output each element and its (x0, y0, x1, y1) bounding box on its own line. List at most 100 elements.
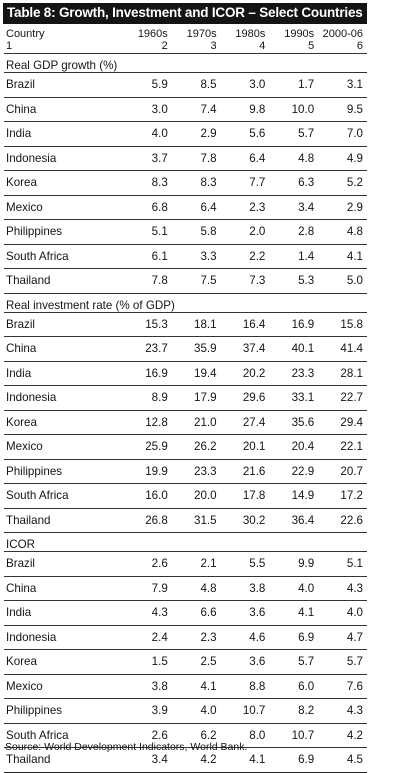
column-number: 2 (123, 40, 172, 54)
value-cell: 20.4 (269, 434, 319, 460)
value-cell: 2.1 (171, 551, 221, 577)
value-cell: 2.3 (171, 625, 221, 650)
table-row: Thailand 26.8 31.5 30.2 36.4 22.6 (4, 508, 367, 533)
country-cell: Thailand (4, 268, 123, 294)
value-cell: 5.6 (220, 121, 270, 147)
table-row: Korea 12.8 21.0 27.4 35.6 29.4 (4, 410, 367, 435)
value-cell: 27.4 (220, 410, 270, 435)
value-cell: 6.3 (269, 170, 319, 196)
value-cell: 6.9 (269, 625, 319, 650)
value-cell: 33.1 (269, 385, 319, 411)
value-cell: 3.1 (318, 72, 367, 98)
value-cell: 1.4 (269, 244, 319, 269)
country-cell: Korea (4, 649, 123, 675)
table-row: India 4.0 2.9 5.6 5.7 7.0 (4, 121, 367, 147)
value-cell: 3.4 (269, 195, 319, 220)
value-cell: 2.9 (318, 195, 367, 220)
table-row: Indonesia 8.9 17.9 29.6 33.1 22.7 (4, 385, 367, 411)
table-row: Philippines 5.1 5.8 2.0 2.8 4.8 (4, 219, 367, 245)
value-cell: 7.3 (220, 268, 270, 294)
country-cell: Philippines (4, 459, 123, 484)
value-cell: 8.8 (220, 674, 270, 699)
table-row: China 7.9 4.8 3.8 4.0 4.3 (4, 576, 367, 601)
table-row: Philippines 19.9 23.3 21.6 22.9 20.7 (4, 459, 367, 484)
value-cell: 5.7 (318, 649, 367, 675)
value-cell: 2.8 (269, 219, 319, 245)
section-header-row: Real GDP growth (%) (4, 53, 367, 73)
table-row: Korea 1.5 2.5 3.6 5.7 5.7 (4, 649, 367, 675)
value-cell: 5.1 (318, 551, 367, 577)
value-cell: 20.7 (318, 459, 367, 484)
data-table: Country 1960s 1970s 1980s 1990s 2000-06 … (4, 25, 367, 773)
value-cell: 16.9 (269, 312, 319, 337)
table-title: Table 8: Growth, Investment and ICOR – S… (7, 5, 363, 20)
value-cell: 3.0 (220, 72, 270, 98)
country-cell: Mexico (4, 674, 123, 699)
section-title: Real GDP growth (%) (4, 53, 367, 73)
value-cell: 15.8 (318, 312, 367, 337)
table-row: Philippines 3.9 4.0 10.7 8.2 4.3 (4, 698, 367, 724)
value-cell: 5.5 (220, 551, 270, 577)
value-cell: 20.2 (220, 361, 270, 386)
value-cell: 5.2 (318, 170, 367, 196)
value-cell: 3.0 (123, 97, 172, 122)
value-cell: 4.7 (318, 625, 367, 650)
value-cell: 2.0 (220, 219, 270, 245)
table-row: Brazil 5.9 8.5 3.0 1.7 3.1 (4, 72, 367, 98)
value-cell: 20.0 (171, 483, 221, 509)
value-cell: 5.3 (269, 268, 319, 294)
value-cell: 16.4 (220, 312, 270, 337)
value-cell: 17.9 (171, 385, 221, 411)
value-cell: 5.9 (123, 72, 172, 98)
table-row: India 16.9 19.4 20.2 23.3 28.1 (4, 361, 367, 386)
country-cell: China (4, 576, 123, 601)
value-cell: 26.8 (123, 508, 172, 533)
value-cell: 31.5 (171, 508, 221, 533)
header-country: Country (6, 28, 45, 40)
value-cell: 9.9 (269, 551, 319, 577)
value-cell: 8.0 (220, 723, 270, 748)
value-cell: 6.0 (269, 674, 319, 699)
value-cell: 7.0 (318, 121, 367, 147)
value-cell: 7.5 (171, 268, 221, 294)
value-cell: 2.4 (123, 625, 172, 650)
value-cell: 9.5 (318, 97, 367, 122)
country-cell: Korea (4, 410, 123, 435)
value-cell: 4.8 (171, 576, 221, 601)
country-cell: Brazil (4, 312, 123, 337)
country-cell: India (4, 361, 123, 386)
country-cell: Brazil (4, 551, 123, 577)
value-cell: 4.5 (318, 747, 367, 773)
value-cell: 23.3 (269, 361, 319, 386)
value-cell: 4.0 (269, 576, 319, 601)
value-cell: 22.7 (318, 385, 367, 411)
value-cell: 16.0 (123, 483, 172, 509)
value-cell: 7.4 (171, 97, 221, 122)
header-1990s: 1990s (284, 28, 315, 40)
value-cell: 4.0 (318, 600, 367, 626)
table-row: Korea 8.3 8.3 7.7 6.3 5.2 (4, 170, 367, 196)
value-cell: 41.4 (318, 336, 367, 362)
value-cell: 22.1 (318, 434, 367, 460)
country-cell: Philippines (4, 219, 123, 245)
table-row: China 3.0 7.4 9.8 10.0 9.5 (4, 97, 367, 122)
country-cell: Brazil (4, 72, 123, 98)
table-row: Brazil 2.6 2.1 5.5 9.9 5.1 (4, 551, 367, 577)
value-cell: 35.9 (171, 336, 221, 362)
value-cell: 6.9 (269, 747, 319, 773)
value-cell: 40.1 (269, 336, 319, 362)
section-title: Real investment rate (% of GDP) (4, 293, 367, 313)
section-title: ICOR (4, 532, 367, 552)
value-cell: 20.1 (220, 434, 270, 460)
country-cell: Indonesia (4, 625, 123, 650)
country-cell: South Africa (4, 244, 123, 269)
value-cell: 3.6 (220, 649, 270, 675)
value-cell: 19.4 (171, 361, 221, 386)
value-cell: 6.4 (171, 195, 221, 220)
header-2000-06: 2000-06 (322, 28, 363, 40)
value-cell: 5.0 (318, 268, 367, 294)
header-1970s: 1970s (186, 28, 217, 40)
table-row: South Africa 2.6 6.2 8.0 10.7 4.2 (4, 723, 367, 748)
country-cell: Philippines (4, 698, 123, 724)
value-cell: 6.8 (123, 195, 172, 220)
